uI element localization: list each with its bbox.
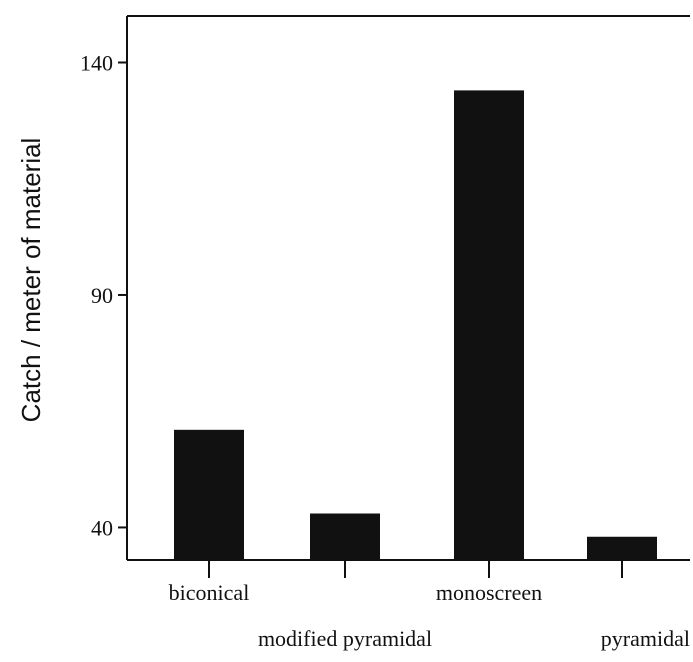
x-tick-label: monoscreen	[436, 580, 542, 605]
bars	[174, 90, 657, 561]
bar-modified-pyramidal	[310, 513, 380, 560]
x-tick-label: pyramidal	[601, 626, 690, 651]
y-tick-label: 40	[91, 515, 113, 540]
y-tick-label: 90	[91, 283, 113, 308]
bar-biconical	[174, 429, 244, 560]
y-axis: 40 90 140	[80, 50, 127, 540]
y-tick-label: 140	[80, 50, 113, 75]
x-tick-label: modified pyramidal	[258, 626, 432, 651]
bar-monoscreen	[454, 90, 524, 561]
bar-pyramidal	[587, 536, 657, 560]
x-tick-label: biconical	[169, 580, 250, 605]
y-axis-label: Catch / meter of material	[16, 138, 46, 423]
